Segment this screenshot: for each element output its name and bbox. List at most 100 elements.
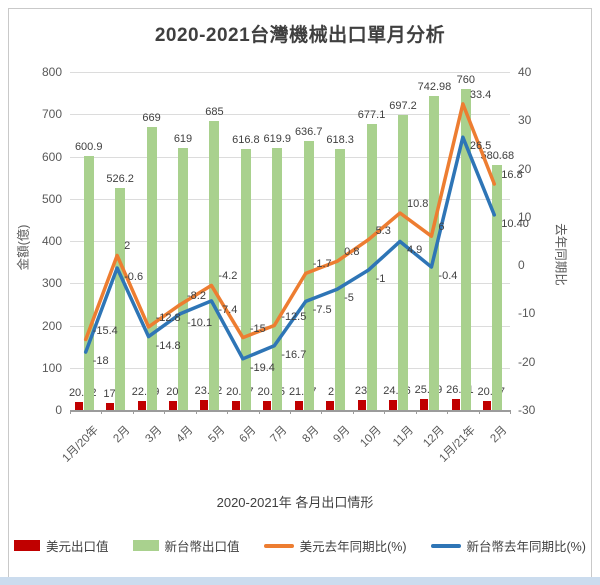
usd-yoy-line-swatch-icon bbox=[263, 543, 294, 548]
bar-label-ntd: 600.9 bbox=[74, 141, 103, 154]
legend-label: 新台幣去年同期比(%) bbox=[466, 540, 586, 554]
bar-ntd-export bbox=[303, 140, 314, 410]
bar-usd-export bbox=[74, 401, 83, 410]
gridline bbox=[70, 367, 510, 369]
bar-label-ntd: 618.3 bbox=[326, 133, 354, 146]
right-axis-tick: -10 bbox=[518, 306, 536, 321]
bar-usd-export bbox=[420, 399, 429, 410]
line-label-usd-yoy: 2 bbox=[124, 240, 131, 253]
right-axis-tick: 20 bbox=[518, 161, 532, 176]
x-axis-tick-mark bbox=[258, 410, 260, 414]
x-category-label: 5月 bbox=[205, 424, 228, 446]
legend-label: 美元出口值 bbox=[46, 540, 109, 554]
line-label-ntd-yoy: -1 bbox=[375, 272, 386, 285]
x-category-label: 6月 bbox=[237, 424, 259, 446]
x-category-label: 1月/20年 bbox=[60, 424, 102, 465]
bar-label-ntd: 760 bbox=[456, 73, 476, 86]
x-axis-tick-mark bbox=[101, 410, 103, 414]
line-label-usd-yoy: -4.2 bbox=[218, 270, 238, 283]
x-category-label: 9月 bbox=[331, 424, 353, 446]
line-label-ntd-yoy: 10.40 bbox=[501, 217, 529, 230]
left-axis-tick: 400 bbox=[41, 234, 62, 248]
bar-usd-export bbox=[200, 399, 209, 410]
usd-export-swatch-icon bbox=[14, 540, 41, 551]
line-label-usd-yoy: -1.7 bbox=[312, 258, 332, 271]
line-label-ntd-yoy: 26.5 bbox=[469, 140, 492, 153]
bar-label-ntd: 685 bbox=[205, 105, 224, 118]
x-category-label: 3月 bbox=[143, 424, 165, 446]
legend-item-ntd-exports: 新台幣出口值 bbox=[132, 536, 240, 555]
bar-ntd-export bbox=[366, 123, 377, 410]
left-axis-tick: 500 bbox=[41, 191, 62, 206]
x-axis-tick-mark bbox=[321, 410, 323, 414]
line-label-ntd-yoy: -7.4 bbox=[218, 303, 238, 316]
bar-usd-export bbox=[137, 400, 146, 410]
bar-ntd-export bbox=[335, 148, 346, 410]
x-category-label: 2月 bbox=[111, 424, 133, 446]
x-category-label: 11月 bbox=[390, 424, 416, 450]
x-axis-tick-mark bbox=[164, 410, 166, 414]
left-axis-tick: 100 bbox=[41, 360, 62, 375]
line-label-ntd-yoy: -7.5 bbox=[312, 304, 332, 317]
bar-usd-export bbox=[326, 401, 335, 410]
bar-label-ntd: 697.2 bbox=[389, 100, 417, 113]
right-axis-tick: 40 bbox=[518, 65, 532, 79]
line-label-ntd-yoy: -16.7 bbox=[281, 348, 307, 361]
gridline bbox=[70, 241, 510, 242]
x-category-label: 4月 bbox=[174, 424, 196, 446]
line-label-ntd-yoy: -14.8 bbox=[155, 339, 181, 352]
x-axis-tick-mark bbox=[132, 410, 134, 414]
x-axis-title: 2020-2021年 各月出口情形 bbox=[216, 495, 374, 510]
x-axis-tick-mark bbox=[384, 410, 386, 414]
bar-ntd-export bbox=[492, 164, 503, 410]
bar-usd-export bbox=[451, 398, 460, 410]
line-label-ntd-yoy: -18 bbox=[92, 355, 109, 368]
gridline bbox=[70, 198, 510, 200]
left-axis-tick: 800 bbox=[41, 65, 62, 79]
chart-title: 2020-2021台灣機械出口單月分析 bbox=[154, 25, 446, 46]
line-label-usd-yoy: 5.3 bbox=[375, 224, 391, 237]
bar-usd-export bbox=[294, 400, 303, 410]
window-bottom-edge bbox=[0, 577, 600, 585]
left-axis-tick: 300 bbox=[41, 276, 62, 291]
line-label-usd-yoy: -12.8 bbox=[155, 311, 181, 324]
bar-ntd-export bbox=[398, 115, 408, 410]
line-label-usd-yoy: 16.8 bbox=[501, 169, 523, 182]
right-axis-title: 去年同期比 bbox=[553, 223, 568, 286]
bar-ntd-export bbox=[429, 96, 440, 410]
x-axis-tick-mark bbox=[70, 410, 71, 414]
line-label-ntd-yoy: -0.6 bbox=[124, 271, 144, 284]
x-axis-tick-mark bbox=[195, 410, 197, 414]
bar-ntd-export bbox=[83, 156, 94, 410]
line-label-ntd-yoy: -0.4 bbox=[438, 270, 458, 283]
bar-label-ntd: 619 bbox=[173, 133, 193, 146]
bar-usd-export bbox=[357, 400, 366, 410]
line-label-usd-yoy: 6 bbox=[438, 221, 445, 234]
line-label-usd-yoy: -15 bbox=[249, 322, 266, 335]
bar-usd-export bbox=[106, 402, 115, 410]
line-label-usd-yoy: -8.2 bbox=[187, 289, 206, 302]
ntd-export-swatch-icon bbox=[132, 540, 159, 551]
bar-label-ntd: 669 bbox=[142, 112, 161, 125]
right-axis-tick: 10 bbox=[518, 209, 532, 224]
left-axis-tick: 200 bbox=[41, 318, 62, 333]
x-category-label: 8月 bbox=[300, 424, 322, 446]
x-axis-tick-mark bbox=[447, 410, 449, 414]
x-axis-tick-mark bbox=[510, 410, 511, 414]
gridline bbox=[70, 156, 510, 158]
left-axis-tick: 600 bbox=[41, 149, 62, 164]
bar-usd-export bbox=[231, 401, 240, 410]
right-axis-tick: -20 bbox=[518, 354, 536, 369]
bar-ntd-export bbox=[209, 120, 220, 410]
line-label-usd-yoy: 33.4 bbox=[469, 88, 492, 101]
x-category-label: 2月 bbox=[488, 424, 510, 446]
gridline bbox=[70, 325, 510, 327]
x-axis-tick-mark bbox=[478, 410, 480, 414]
bar-label-ntd: 742.98 bbox=[417, 81, 452, 94]
line-label-ntd-yoy: -5 bbox=[344, 292, 354, 305]
right-axis-tick: 30 bbox=[518, 113, 532, 128]
left-axis-title: 金額(億) bbox=[16, 224, 31, 271]
line-label-ntd-yoy: -10.1 bbox=[187, 316, 213, 329]
